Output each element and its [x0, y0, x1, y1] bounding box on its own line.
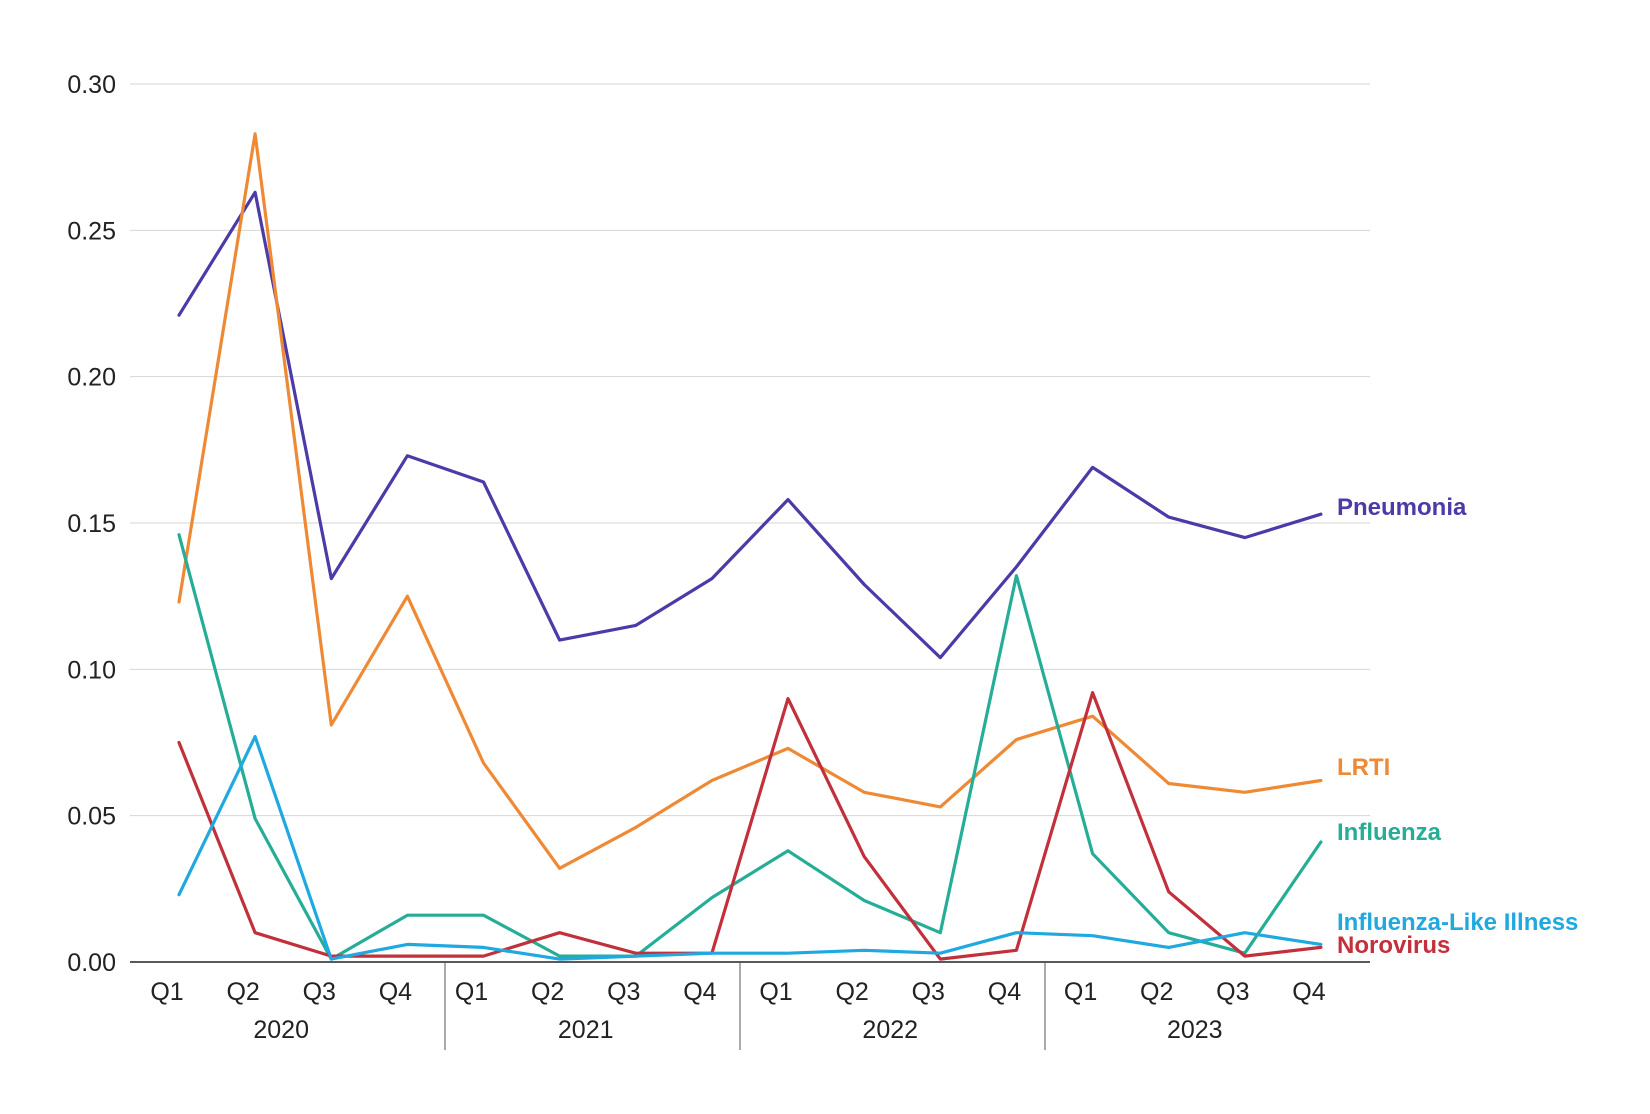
series-label: Norovirus [1337, 932, 1450, 959]
x-tick-label: Q4 [1292, 978, 1325, 1006]
series-line [177, 734, 1323, 961]
x-tick-label: Q1 [455, 978, 488, 1006]
series-line [177, 691, 1323, 961]
x-tick-label: Q2 [226, 978, 259, 1006]
x-tick-label: Q2 [1140, 978, 1173, 1006]
x-tick-label: Q4 [988, 978, 1021, 1006]
x-tick-label: Q1 [150, 978, 183, 1006]
y-tick-label: 0.10 [67, 656, 116, 684]
series-line [177, 132, 1323, 870]
y-tick-label: 0.00 [67, 949, 116, 977]
series-line [177, 190, 1323, 660]
series-line [177, 533, 1323, 961]
year-label: 2020 [253, 1016, 309, 1044]
x-tick-label: Q1 [1064, 978, 1097, 1006]
year-label: 2021 [558, 1016, 614, 1044]
series-lines [177, 132, 1323, 961]
year-label: 2023 [1167, 1016, 1223, 1044]
x-tick-label: Q4 [379, 978, 412, 1006]
x-tick-label: Q3 [303, 978, 336, 1006]
series-label: Influenza-Like Illness [1337, 909, 1578, 936]
x-tick-label: Q4 [683, 978, 716, 1006]
y-tick-label: 0.30 [67, 71, 116, 99]
y-axis-ticks: 0.00 0.05 0.10 0.15 0.20 0.25 0.30 [67, 71, 116, 977]
gridlines [130, 83, 1370, 817]
x-tick-label: Q2 [835, 978, 868, 1006]
x-tick-label: Q2 [531, 978, 564, 1006]
y-tick-label: 0.20 [67, 364, 116, 392]
series-labels: Pneumonia LRTI Influenza Influenza-Like Ill… [1337, 494, 1578, 959]
year-label: 2022 [862, 1016, 918, 1044]
x-tick-label: Q1 [759, 978, 792, 1006]
year-group-labels: 2020 2021 2022 2023 [253, 962, 1223, 1050]
series-label: Influenza [1337, 819, 1442, 846]
y-tick-label: 0.15 [67, 510, 116, 538]
x-tick-label: Q3 [912, 978, 945, 1006]
x-tick-label: Q3 [1216, 978, 1249, 1006]
series-label: LRTI [1337, 754, 1390, 781]
series-label: Pneumonia [1337, 494, 1467, 521]
y-tick-label: 0.05 [67, 803, 116, 831]
y-tick-label: 0.25 [67, 217, 116, 245]
x-axis-ticks: Q1 Q2 Q3 Q4 Q1 Q2 Q3 Q4 Q1 Q2 Q3 Q4 Q1 Q2 Q3 Q4 [150, 978, 1325, 1006]
x-tick-label: Q3 [607, 978, 640, 1006]
